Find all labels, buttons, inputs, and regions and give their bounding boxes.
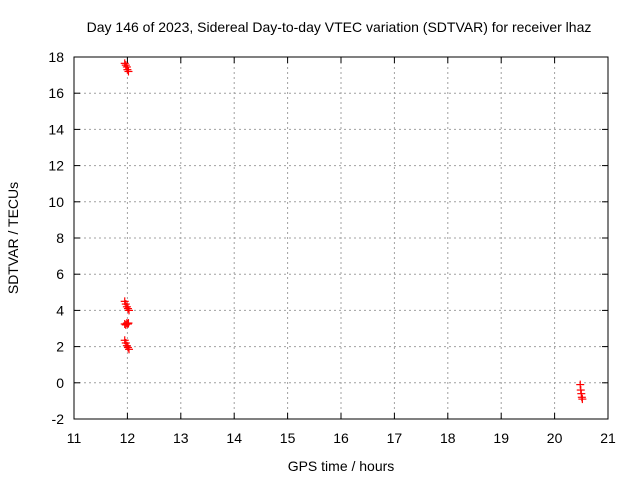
y-tick-label: 14 <box>48 121 64 137</box>
x-tick-label: 15 <box>280 430 296 446</box>
x-tick-label: 20 <box>547 430 563 446</box>
x-axis-label: GPS time / hours <box>288 458 395 474</box>
y-tick-label: 12 <box>48 158 64 174</box>
y-tick-label: 18 <box>48 49 64 65</box>
x-tick-label: 17 <box>387 430 403 446</box>
y-tick-label: 4 <box>56 302 64 318</box>
data-point <box>578 395 587 404</box>
grid-lines <box>74 57 608 419</box>
data-point <box>125 345 134 354</box>
data-point <box>124 67 133 76</box>
y-tick-label: 8 <box>56 230 64 246</box>
y-axis-label: SDTVAR / TECUs <box>5 182 21 294</box>
data-point <box>123 65 132 74</box>
y-tick-label: 0 <box>56 375 64 391</box>
data-points <box>120 59 587 404</box>
x-tick-label: 21 <box>600 430 616 446</box>
data-point <box>123 343 132 352</box>
chart-title: Day 146 of 2023, Sidereal Day-to-day VTE… <box>87 19 592 35</box>
y-tick-label: 16 <box>48 85 64 101</box>
x-tick-label: 14 <box>226 430 242 446</box>
x-tick-label: 18 <box>440 430 456 446</box>
x-tick-label: 12 <box>120 430 136 446</box>
y-tick-label: 10 <box>48 194 64 210</box>
x-axis-ticks: 11 12 13 14 15 16 17 18 19 20 21 <box>67 57 616 446</box>
y-tick-label: -2 <box>52 411 65 427</box>
x-tick-label: 11 <box>67 430 82 446</box>
x-tick-label: 13 <box>173 430 189 446</box>
x-tick-label: 16 <box>333 430 349 446</box>
data-point <box>124 319 133 328</box>
y-tick-label: 6 <box>56 266 64 282</box>
data-point <box>125 306 134 315</box>
data-point <box>121 61 130 70</box>
x-tick-label: 19 <box>493 430 509 446</box>
y-axis-ticks: -2 0 2 4 6 8 10 12 14 16 18 <box>48 49 608 427</box>
data-point <box>123 304 132 313</box>
y-tick-label: 2 <box>56 339 64 355</box>
